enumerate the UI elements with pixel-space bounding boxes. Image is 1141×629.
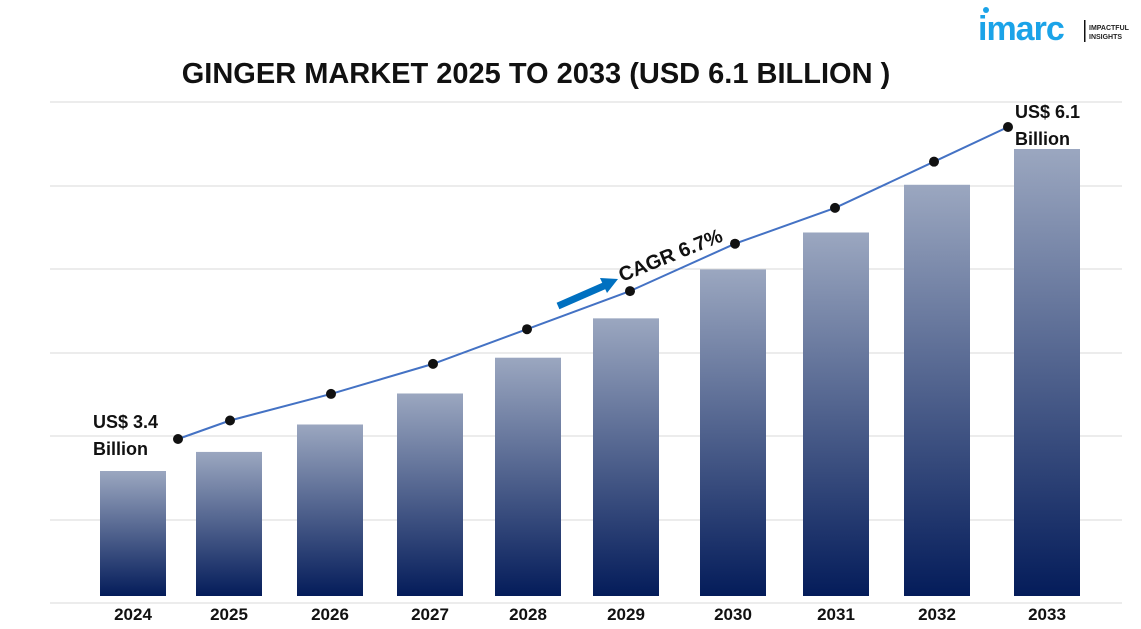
x-tick-label: 2032 — [918, 605, 956, 624]
end-value-unit: Billion — [1015, 129, 1070, 149]
x-tick-label: 2029 — [607, 605, 645, 624]
svg-text:IMPACTFUL: IMPACTFUL — [1089, 25, 1130, 32]
bar-2033 — [1014, 149, 1080, 596]
x-tick-label: 2028 — [509, 605, 547, 624]
x-tick-label: 2024 — [114, 605, 152, 624]
trend-point-2026 — [326, 388, 336, 399]
bar-2026 — [297, 424, 363, 596]
svg-text:INSIGHTS: INSIGHTS — [1089, 34, 1122, 41]
trend-point-2032 — [929, 156, 939, 167]
start-value-unit: Billion — [93, 439, 148, 459]
bar-2024 — [100, 471, 166, 596]
bar-2025 — [196, 451, 262, 596]
bar-2029 — [593, 318, 659, 596]
cagr-arrow-icon — [556, 278, 618, 310]
trend-point-2029 — [625, 286, 635, 297]
x-tick-label: 2025 — [210, 605, 248, 624]
trend-point-2030 — [730, 238, 740, 249]
start-value-label: US$ 3.4 — [93, 412, 158, 432]
trend-point-2025 — [225, 415, 235, 426]
x-tick-label: 2033 — [1028, 605, 1066, 624]
trend-line — [177, 126, 1009, 440]
x-tick-label: 2027 — [411, 605, 449, 624]
end-value-label: US$ 6.1 — [1015, 102, 1080, 122]
svg-text:imarc: imarc — [978, 10, 1064, 46]
x-tick-label: 2026 — [311, 605, 349, 624]
trend-point-2028 — [522, 324, 532, 335]
bar-2032 — [904, 184, 970, 596]
x-tick-label: 2031 — [817, 605, 855, 624]
bar-2028 — [495, 357, 561, 596]
bar-2030 — [700, 269, 766, 596]
trend-point-2031 — [830, 202, 840, 213]
trend-point-2033 — [1003, 122, 1013, 132]
bar-2027 — [397, 393, 463, 596]
chart-title: GINGER MARKET 2025 TO 2033 (USD 6.1 BILL… — [181, 58, 891, 90]
trend-point-2024 — [173, 434, 183, 444]
x-tick-label: 2030 — [714, 605, 752, 624]
bar-2031 — [803, 232, 869, 596]
imarc-logo: imarc IMPACTFUL INSIGHTS — [978, 7, 1130, 46]
trend-point-2027 — [428, 358, 438, 369]
